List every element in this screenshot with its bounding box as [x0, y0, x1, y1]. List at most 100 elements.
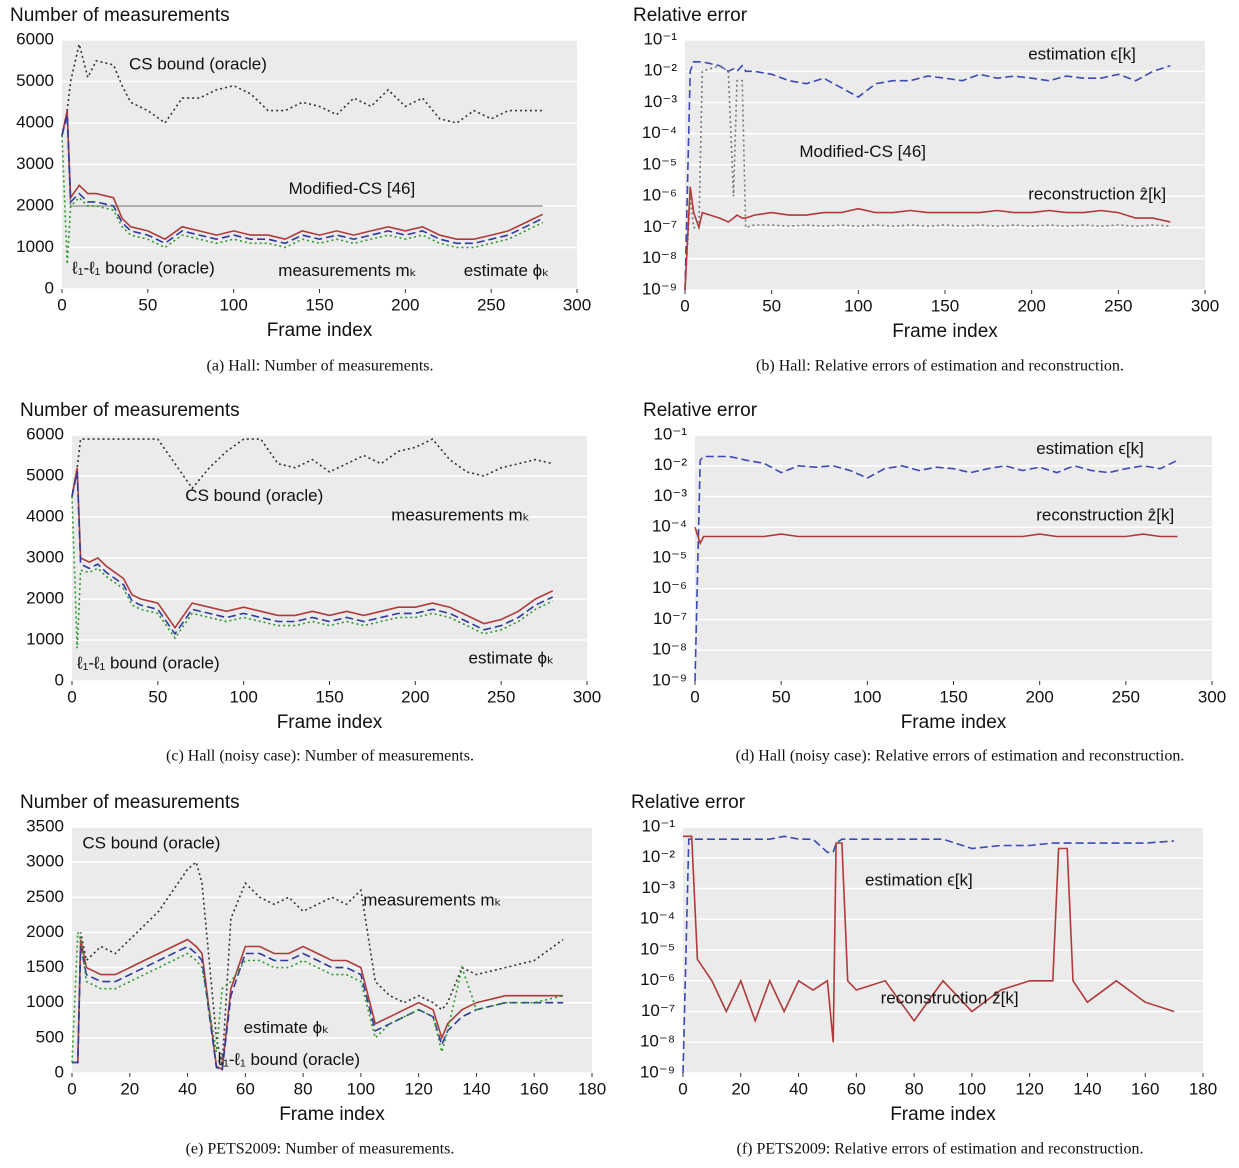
chart-title: Relative error	[643, 400, 758, 421]
x-tick-label: 80	[294, 1079, 313, 1098]
x-tick-label: 160	[1131, 1079, 1159, 1098]
y-tick-label: 1000	[16, 237, 54, 256]
x-tick-label: 160	[520, 1079, 548, 1098]
series-label: reconstruction ẑ[k]	[1028, 184, 1166, 203]
series-line	[71, 471, 554, 636]
x-axis-label: Frame index	[277, 712, 383, 733]
series-label: estimation ϵ[k]	[1036, 439, 1144, 458]
series-line	[72, 945, 564, 1072]
y-tick-label: 10⁻¹	[643, 29, 677, 48]
y-tick-label: 4000	[26, 506, 64, 525]
x-tick-label: 200	[401, 687, 429, 706]
series-label: ℓ₁-ℓ₁ bound (oracle)	[71, 259, 214, 278]
x-tick-label: 0	[67, 1079, 76, 1098]
x-tick-label: 150	[931, 296, 959, 315]
x-tick-label: 40	[178, 1079, 197, 1098]
series-label: estimation ϵ[k]	[865, 871, 973, 890]
x-tick-label: 50	[762, 296, 781, 315]
y-tick-label: 500	[36, 1027, 64, 1046]
series-label: measurements mₖ	[278, 261, 417, 280]
series-line	[71, 467, 554, 630]
series-line	[682, 835, 1175, 1074]
x-tick-label: 120	[404, 1079, 432, 1098]
x-tick-label: 150	[315, 687, 343, 706]
y-tick-label: 3500	[26, 816, 64, 835]
y-tick-label: 3000	[26, 852, 64, 871]
series-line	[694, 455, 1178, 682]
x-tick-label: 0	[680, 296, 689, 315]
x-tick-label: 200	[1025, 687, 1053, 706]
series-line	[61, 135, 544, 265]
series-label: CS bound (oracle)	[185, 486, 323, 505]
x-tick-label: 200	[1017, 296, 1045, 315]
x-tick-label: 300	[1198, 687, 1226, 706]
chart-title: Relative error	[631, 792, 746, 813]
x-tick-label: 140	[462, 1079, 490, 1098]
caption: (a) Hall: Number of measurements.	[206, 358, 433, 375]
y-tick-label: 0	[55, 1062, 64, 1081]
y-tick-label: 10⁻²	[653, 455, 687, 474]
y-tick-label: 10⁻⁸	[652, 640, 687, 659]
y-tick-label: 10⁻⁹	[652, 670, 687, 689]
y-tick-label: 3000	[26, 547, 64, 566]
chart-title: Number of measurements	[20, 792, 240, 813]
y-tick-label: 1000	[26, 629, 64, 648]
series-label: CS bound (oracle)	[82, 834, 220, 853]
caption: (d) Hall (noisy case): Relative errors o…	[736, 748, 1185, 765]
y-tick-label: 2000	[26, 922, 64, 941]
y-tick-label: 5000	[16, 71, 54, 90]
chart-title: Number of measurements	[20, 400, 240, 421]
y-tick-label: 10⁻⁶	[640, 970, 675, 989]
x-tick-label: 100	[844, 296, 872, 315]
y-tick-label: 1000	[26, 992, 64, 1011]
y-tick-label: 4000	[16, 112, 54, 131]
x-tick-label: 300	[1191, 296, 1219, 315]
x-tick-label: 150	[939, 687, 967, 706]
y-tick-label: 10⁻⁸	[640, 1032, 675, 1051]
y-tick-label: 10⁻³	[641, 878, 675, 897]
chart-title: Relative error	[633, 5, 748, 26]
series-label: ℓ₁-ℓ₁ bound (oracle)	[76, 653, 219, 672]
x-tick-label: 100	[958, 1079, 986, 1098]
series-line	[684, 186, 1171, 291]
series-label: ℓ₁-ℓ₁ bound (oracle)	[217, 1050, 360, 1069]
x-tick-label: 250	[487, 687, 515, 706]
x-tick-label: 50	[772, 687, 791, 706]
x-tick-label: 40	[789, 1079, 808, 1098]
x-tick-label: 250	[1112, 687, 1140, 706]
x-tick-label: 300	[573, 687, 601, 706]
y-tick-label: 10⁻¹	[653, 424, 687, 443]
x-tick-label: 100	[229, 687, 257, 706]
series-line	[683, 835, 1175, 1043]
series-line	[684, 61, 1171, 291]
series-label: measurements mₖ	[363, 890, 502, 909]
x-tick-label: 0	[57, 295, 66, 314]
y-tick-label: 10⁻⁶	[652, 578, 687, 597]
y-tick-label: 2500	[26, 887, 64, 906]
x-tick-label: 20	[120, 1079, 139, 1098]
y-tick-label: 10⁻⁵	[652, 547, 687, 566]
series-label: estimation ϵ[k]	[1028, 44, 1136, 63]
series-label: estimate ϕₖ	[464, 261, 550, 280]
x-tick-label: 180	[1189, 1079, 1217, 1098]
y-tick-label: 6000	[26, 424, 64, 443]
y-tick-label: 10⁻²	[641, 847, 675, 866]
x-tick-label: 0	[690, 687, 699, 706]
series-line	[694, 527, 1178, 546]
x-tick-label: 60	[236, 1079, 255, 1098]
y-tick-label: 0	[55, 670, 64, 689]
y-tick-label: 1500	[26, 957, 64, 976]
x-axis-label: Frame index	[892, 321, 998, 342]
y-tick-label: 5000	[26, 465, 64, 484]
y-tick-label: 10⁻⁵	[642, 154, 677, 173]
y-tick-label: 10⁻⁸	[642, 248, 677, 267]
series-label: measurements mₖ	[391, 506, 530, 525]
series-line	[61, 114, 544, 245]
x-tick-label: 180	[578, 1079, 606, 1098]
y-tick-label: 6000	[16, 29, 54, 48]
x-tick-label: 150	[305, 295, 333, 314]
y-tick-label: 2000	[26, 588, 64, 607]
y-tick-label: 10⁻⁴	[640, 909, 675, 928]
series-label: reconstruction ẑ[k]	[881, 989, 1019, 1008]
